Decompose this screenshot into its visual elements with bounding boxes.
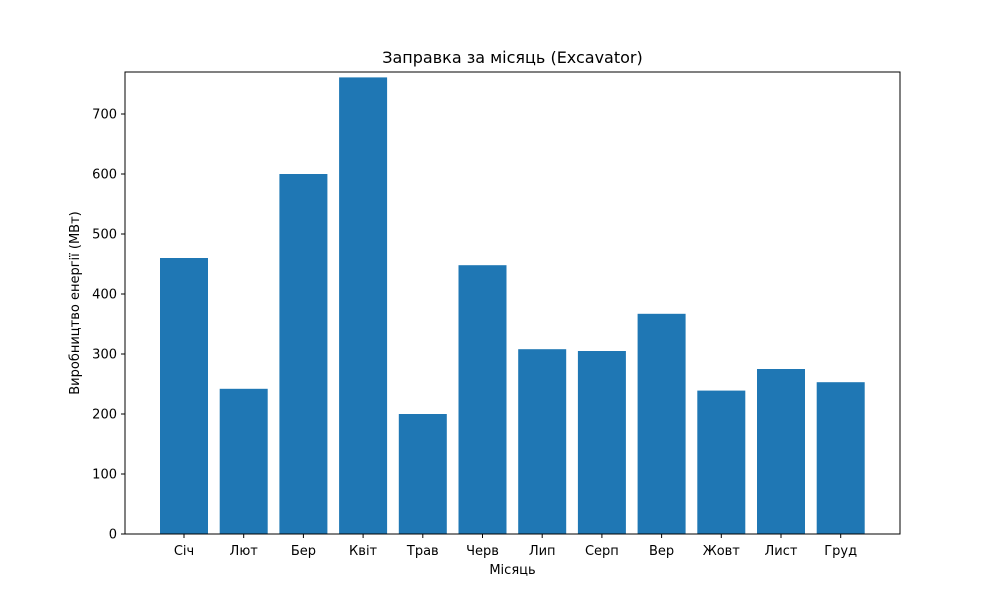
x-tick-label: Січ (174, 544, 194, 559)
bar-8 (637, 313, 686, 534)
bar-7 (577, 351, 626, 534)
y-tick-label: 0 (109, 528, 117, 543)
x-tick-label: Серп (585, 544, 619, 559)
bar-2 (279, 174, 328, 534)
x-axis-label: Місяць (489, 563, 535, 578)
y-tick-label: 700 (92, 108, 117, 123)
y-axis-label: Виробництво енергії (МВт) (68, 211, 83, 395)
x-tick-label: Вер (649, 544, 674, 559)
x-tick-label: Лют (230, 544, 259, 559)
bar-10 (757, 369, 805, 534)
y-tick-label: 300 (92, 348, 117, 363)
y-tick-label: 100 (92, 468, 117, 483)
x-tick-label: Груд (824, 544, 857, 559)
x-tick-label: Жовт (703, 544, 741, 559)
plot-frame (124, 71, 901, 535)
y-tick-label: 400 (92, 288, 117, 303)
x-tick-label: Квіт (349, 544, 378, 559)
x-axis-ticks: Січ Лют Бер Квіт Трав Черв Лип Серп Вер Жовт Лист Г… (174, 534, 857, 559)
x-tick-label: Лип (529, 544, 556, 559)
bar-4 (398, 414, 447, 534)
y-axis-ticks: 0 100 200 300 400 500 600 700 (92, 108, 125, 543)
bar-9 (697, 390, 746, 534)
x-tick-label: Трав (406, 544, 439, 559)
x-tick-label: Лист (765, 544, 798, 559)
x-tick-label: Бер (291, 544, 316, 559)
x-tick-label: Черв (466, 544, 499, 559)
y-tick-label: 600 (92, 168, 117, 183)
bar-6 (518, 349, 567, 534)
chart-title: Заправка за місяць (Excavator) (382, 48, 643, 67)
bar-11 (816, 382, 865, 534)
bar-group (160, 77, 865, 535)
y-tick-label: 200 (92, 408, 117, 423)
bar-1 (219, 388, 268, 534)
bar-0 (160, 258, 208, 534)
y-tick-label: 500 (92, 228, 117, 243)
bar-5 (458, 265, 507, 534)
bar-3 (339, 77, 388, 535)
